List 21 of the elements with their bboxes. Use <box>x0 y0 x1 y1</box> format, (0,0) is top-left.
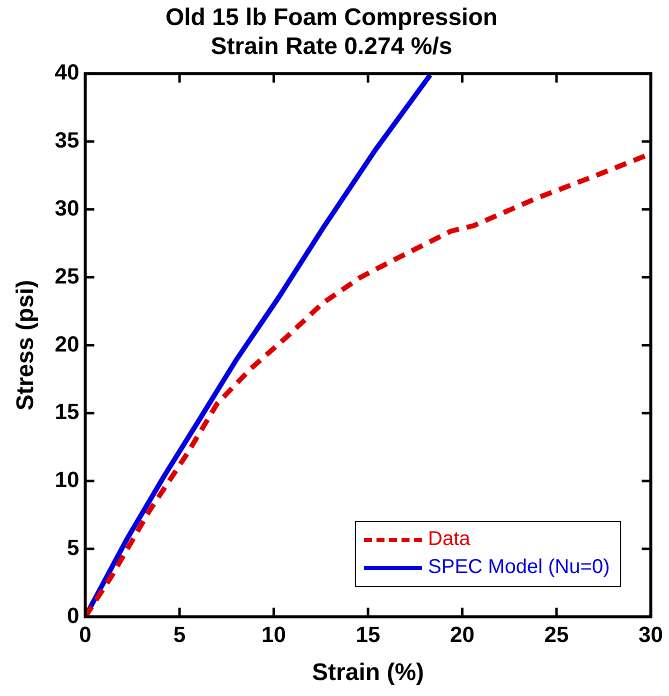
chart-subtitle: Strain Rate 0.274 %/s <box>210 32 452 60</box>
x-tick-label: 10 <box>262 622 286 648</box>
legend-label: Data <box>428 528 470 552</box>
chart-title: Old 15 lb Foam Compression <box>165 4 498 32</box>
x-axis-title: Strain (%) <box>312 659 424 686</box>
y-axis-title: Stress (psi) <box>12 280 40 411</box>
y-tick-label: 40 <box>54 60 80 85</box>
y-tick-label: 35 <box>54 128 80 153</box>
x-tick-label: 5 <box>173 622 186 648</box>
x-tick-label: 15 <box>356 622 380 648</box>
legend-label: SPEC Model (Nu=0) <box>428 556 610 580</box>
y-tick-label: 15 <box>54 399 80 424</box>
x-tick-label: 25 <box>544 622 569 648</box>
y-tick-label: 30 <box>54 195 80 220</box>
y-tick-label: 25 <box>54 263 80 288</box>
x-tick-label: 20 <box>450 622 475 648</box>
y-tick-label: 5 <box>67 534 80 560</box>
y-tick-label: 20 <box>54 331 80 356</box>
y-tick-label: 0 <box>67 602 80 628</box>
y-tick-label: 10 <box>54 467 80 492</box>
x-tick-label: 30 <box>638 622 664 648</box>
